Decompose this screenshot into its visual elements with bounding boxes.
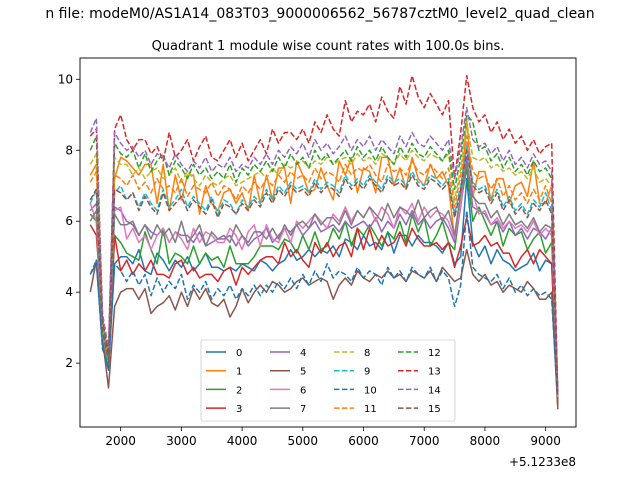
x-tick-label: 5000 [288,434,319,448]
x-tick-label: 2000 [105,434,136,448]
legend-label-2: 2 [236,385,242,396]
series-lines [89,74,559,410]
legend-label-12: 12 [428,348,441,359]
series-line-13 [89,74,559,396]
x-tick-label: 6000 [348,434,379,448]
figure-suptitle: n file: modeM0/AS1A14_083T03_9000006562_… [45,6,594,22]
x-tick-label: 7000 [409,434,440,448]
legend-label-9: 9 [364,367,370,378]
legend-label-13: 13 [428,367,441,378]
x-tick-label: 4000 [227,434,258,448]
y-tick-label: 10 [58,72,73,86]
y-tick-label: 6 [65,214,73,228]
series-line-14 [89,106,559,396]
series-line-12 [89,114,559,396]
legend-label-11: 11 [364,404,377,415]
legend-label-3: 3 [236,404,242,415]
legend-label-0: 0 [236,348,242,359]
legend-label-7: 7 [300,404,306,415]
series-line-5 [89,248,559,410]
chart-title: Quadrant 1 module wise count rates with … [152,39,505,54]
series-line-15 [89,149,559,403]
legend-label-10: 10 [364,385,377,396]
legend-label-1: 1 [236,367,242,378]
x-tick-label: 3000 [166,434,197,448]
legend-label-14: 14 [428,385,441,396]
legend-label-4: 4 [300,348,306,359]
plot-frame [79,57,577,428]
y-tick-label: 8 [65,143,73,157]
y-tick-label: 2 [65,356,73,370]
series-line-0 [89,177,559,406]
series-line-9 [89,145,559,403]
legend-label-15: 15 [428,404,441,415]
y-tick-label: 4 [65,285,73,299]
series-line-7 [89,163,559,399]
legend-label-6: 6 [300,385,306,396]
legend-label-5: 5 [300,367,306,378]
x-tick-label: 9000 [530,434,561,448]
series-line-6 [89,142,559,399]
series-line-10 [89,209,559,403]
legend-label-8: 8 [364,348,370,359]
legend-box [200,339,456,422]
x-axis-offset-label: +5.1233e8 [509,455,576,469]
series-line-8 [89,121,559,399]
x-tick-label: 8000 [470,434,501,448]
series-line-11 [89,135,559,399]
series-line-3 [89,216,559,406]
